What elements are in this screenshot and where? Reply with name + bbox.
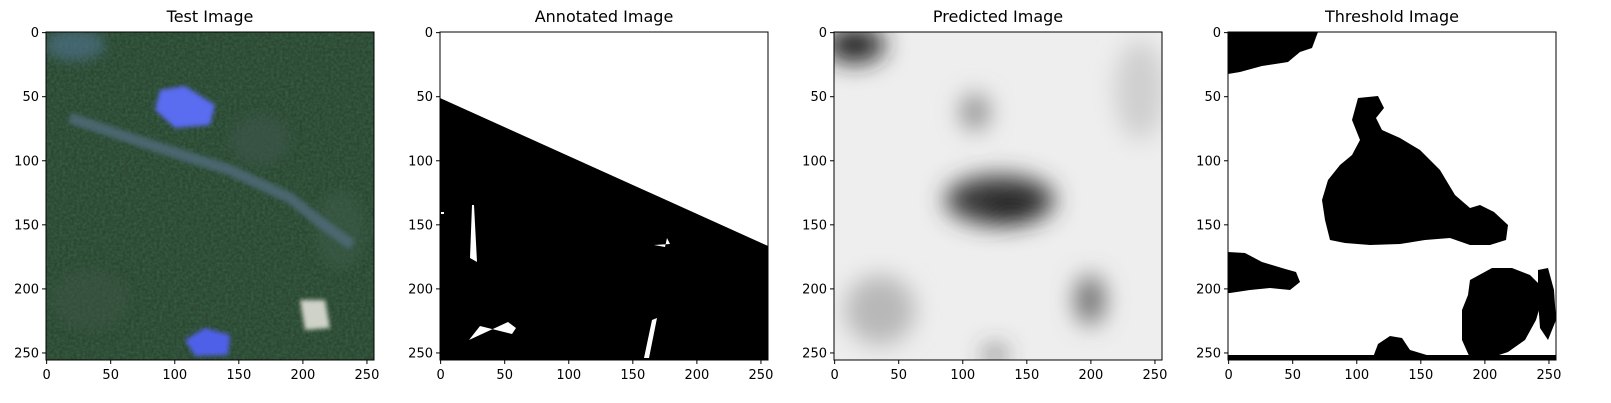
y-tick-label: 200 — [802, 282, 827, 297]
panel-test-image: Test Image 0 50 100 150 200 250 0 50 100 150 200 2… — [14, 7, 379, 383]
plot-frame — [45, 31, 375, 361]
y-tick-label: 200 — [14, 282, 39, 297]
panel-title: Test Image — [166, 7, 254, 26]
plot-frame — [833, 31, 1163, 361]
x-tick-label: 200 — [1472, 368, 1497, 383]
y-tick-label: 200 — [1196, 282, 1221, 297]
y-tick-label: 150 — [14, 218, 39, 233]
x-tick-label: 100 — [556, 368, 581, 383]
y-axis: 0 50 100 150 200 250 — [408, 26, 440, 361]
y-axis: 0 50 100 150 200 250 — [802, 26, 834, 361]
panel-annotated-image: Annotated Image 0 50 100 150 200 250 0 50 100 15… — [408, 7, 773, 383]
y-tick-label: 150 — [802, 218, 827, 233]
panel-title: Threshold Image — [1324, 7, 1459, 26]
x-tick-label: 150 — [226, 368, 251, 383]
x-tick-label: 250 — [1537, 368, 1562, 383]
annotated-image-raster — [440, 32, 768, 360]
y-tick-label: 100 — [14, 154, 39, 169]
y-tick-label: 0 — [425, 26, 433, 41]
panel-title: Predicted Image — [933, 7, 1063, 26]
x-tick-label: 0 — [437, 368, 445, 383]
y-tick-label: 150 — [1196, 218, 1221, 233]
y-tick-label: 250 — [802, 346, 827, 361]
x-tick-label: 150 — [1408, 368, 1433, 383]
x-tick-label: 250 — [749, 368, 774, 383]
y-tick-label: 250 — [1196, 346, 1221, 361]
x-tick-label: 200 — [684, 368, 709, 383]
x-tick-label: 200 — [1078, 368, 1103, 383]
plot-frame — [439, 31, 769, 361]
x-tick-label: 250 — [355, 368, 380, 383]
x-tick-label: 0 — [43, 368, 51, 383]
y-axis: 0 50 100 150 200 250 — [14, 26, 46, 361]
x-tick-label: 100 — [950, 368, 975, 383]
x-axis: 0 50 100 150 200 250 — [43, 360, 380, 383]
x-tick-label: 0 — [831, 368, 839, 383]
x-tick-label: 200 — [290, 368, 315, 383]
y-tick-label: 150 — [408, 218, 433, 233]
y-tick-label: 50 — [416, 90, 433, 105]
y-tick-label: 50 — [1204, 90, 1221, 105]
y-tick-label: 50 — [22, 90, 39, 105]
y-tick-label: 250 — [408, 346, 433, 361]
y-tick-label: 0 — [1213, 26, 1221, 41]
y-tick-label: 0 — [819, 26, 827, 41]
x-tick-label: 250 — [1143, 368, 1168, 383]
y-tick-label: 100 — [1196, 154, 1221, 169]
y-tick-label: 100 — [408, 154, 433, 169]
x-axis: 0 50 100 150 200 250 — [831, 360, 1168, 383]
panel-title: Annotated Image — [535, 7, 674, 26]
x-tick-label: 50 — [496, 368, 513, 383]
y-tick-label: 50 — [810, 90, 827, 105]
predicted-image-raster — [834, 32, 1162, 360]
y-tick-label: 100 — [802, 154, 827, 169]
panel-threshold-image: Threshold Image 0 50 100 150 200 250 0 50 100 15… — [1196, 7, 1561, 383]
x-tick-label: 50 — [890, 368, 907, 383]
y-tick-label: 250 — [14, 346, 39, 361]
y-tick-label: 200 — [408, 282, 433, 297]
plot-frame — [1227, 31, 1557, 361]
x-axis: 0 50 100 150 200 250 — [437, 360, 774, 383]
x-tick-label: 150 — [1014, 368, 1039, 383]
test-image-raster — [46, 32, 374, 360]
x-tick-label: 50 — [1284, 368, 1301, 383]
threshold-image-raster — [1228, 32, 1556, 360]
x-tick-label: 100 — [162, 368, 187, 383]
x-tick-label: 0 — [1225, 368, 1233, 383]
x-axis: 0 50 100 150 200 250 — [1225, 360, 1562, 383]
y-axis: 0 50 100 150 200 250 — [1196, 26, 1228, 361]
x-tick-label: 100 — [1344, 368, 1369, 383]
y-tick-label: 0 — [31, 26, 39, 41]
x-tick-label: 50 — [102, 368, 119, 383]
panel-predicted-image: Predicted Image 0 50 100 150 200 250 0 50 100 15… — [802, 7, 1167, 383]
x-tick-label: 150 — [620, 368, 645, 383]
